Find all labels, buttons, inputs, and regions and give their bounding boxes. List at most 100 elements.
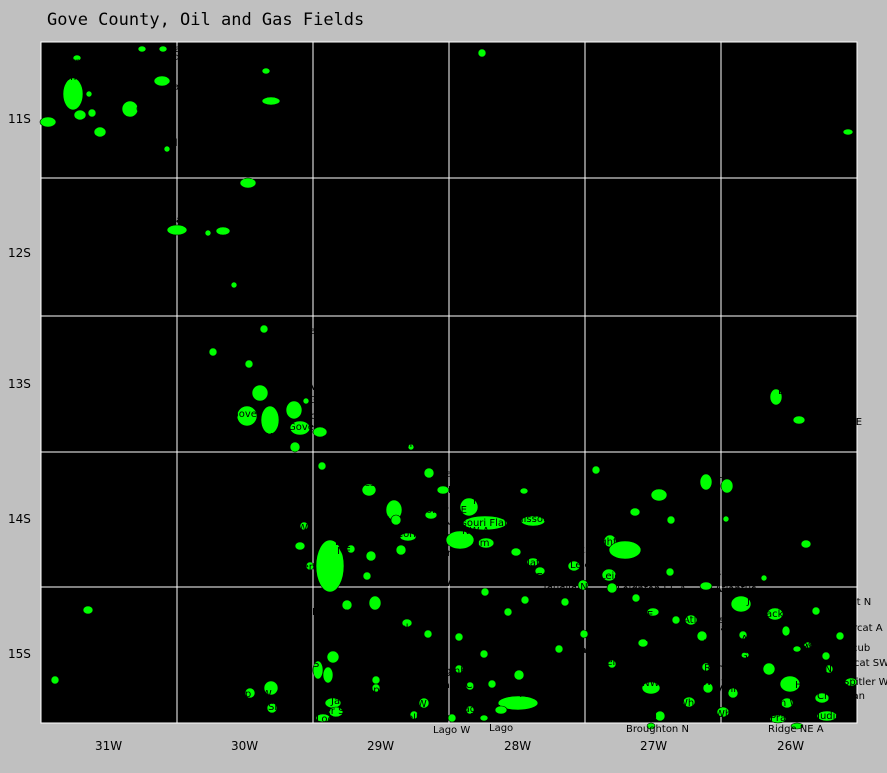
field-shape-nibla bbox=[800, 539, 812, 549]
field-shape-four-corners-w-a bbox=[362, 571, 372, 581]
field-shape-yahalla-ne bbox=[560, 597, 570, 607]
field-label-spitler-w: Spitler W bbox=[843, 677, 887, 688]
field-shape-prairie bbox=[769, 714, 787, 724]
field-shape-yahalla bbox=[554, 644, 564, 654]
field-label-nw-a: NW A bbox=[462, 526, 490, 537]
field-shape-mid-lund bbox=[341, 599, 353, 611]
field-shape-whitney-w-a bbox=[702, 682, 714, 694]
field-shape-gove-nw bbox=[251, 384, 269, 402]
field-shape-four-corners-n bbox=[399, 532, 417, 542]
township-label-12s: 12S bbox=[8, 246, 31, 260]
field-label-lundgren: Lundgren bbox=[335, 537, 382, 548]
field-shape-missouri-flats bbox=[462, 515, 508, 531]
field-shape-whitney-sw bbox=[682, 696, 696, 708]
field-shape-four-corners-a bbox=[395, 544, 407, 556]
field-shape-york-s bbox=[312, 660, 324, 680]
field-shape-whitney bbox=[727, 687, 739, 699]
field-label-gove-sw: Gove SW bbox=[231, 432, 276, 443]
field-label-zieginbalg: Zieginbalg bbox=[429, 666, 482, 677]
field-label-jasper-sw: Jasper SW bbox=[303, 706, 354, 717]
field-shape-gove bbox=[289, 420, 311, 436]
field-shape-altin-s-a bbox=[666, 515, 676, 525]
field-label-coberly-w: Coberly W bbox=[374, 490, 426, 501]
field-shape-bearcat bbox=[803, 641, 813, 649]
field-label-sutcliffe-e: Sutcliffe E bbox=[736, 483, 786, 494]
field-shape-sutcliffe bbox=[699, 473, 713, 491]
field-shape-rosa bbox=[654, 710, 666, 722]
field-label-campus-siding-e: Campus Siding E bbox=[168, 44, 252, 55]
field-label-york-s: York S bbox=[288, 659, 319, 670]
range-label-28w: 28W bbox=[504, 739, 531, 753]
field-shape-jim bbox=[480, 587, 490, 597]
field-shape-jacka-a bbox=[766, 607, 784, 621]
field-shape-leighton-w bbox=[567, 560, 581, 572]
field-label-campus-siding: Campus Siding bbox=[120, 52, 195, 63]
field-label-jasper-s: Jasper S bbox=[330, 696, 371, 707]
field-label-leighton-w: Leighton W bbox=[570, 560, 627, 571]
field-shape-penny-se bbox=[93, 126, 107, 138]
field-label-trove: Trove bbox=[815, 118, 843, 129]
field-shape-york bbox=[326, 650, 340, 664]
field-shape-horchem-w-a bbox=[780, 697, 794, 709]
field-label-broughton-n: Broughton N bbox=[626, 724, 689, 735]
field-label-beougher-ne-a: Beougher NE A bbox=[271, 326, 347, 337]
field-label-mid-lund: Mid-Lund bbox=[312, 607, 358, 618]
field-shape-lundgren bbox=[315, 539, 345, 593]
field-label-whitney-w-a: Whitney W A bbox=[702, 677, 767, 688]
field-label-penny-e: Penny E bbox=[95, 118, 135, 129]
field-shape-zieginbalg bbox=[454, 664, 464, 674]
field-shape-broughton-n bbox=[646, 722, 656, 730]
field-shape-yahalla-e-a bbox=[579, 629, 589, 639]
field-label-beougher-se: Beougher SE bbox=[255, 363, 319, 374]
field-shape-campus bbox=[62, 77, 84, 111]
field-label-judick: Judick bbox=[816, 711, 847, 722]
field-shape-zieginbalg-nw bbox=[454, 632, 464, 642]
field-shape-chapman bbox=[814, 692, 830, 704]
field-label-whitney: Whitney bbox=[717, 684, 758, 695]
field-label-castle-rock: Castle Rock bbox=[653, 546, 711, 557]
field-label-atlantus-sw: Atlantus SW bbox=[707, 623, 768, 634]
field-label-noton: Noton bbox=[768, 574, 798, 585]
field-shape-assir-w bbox=[487, 679, 497, 689]
field-shape-yahalla-n bbox=[577, 579, 589, 591]
field-shape-cleveland-creek-a bbox=[163, 145, 171, 153]
field-label-horchem-nw: Horchem NW bbox=[776, 664, 842, 675]
field-shape-altin-sw bbox=[629, 507, 641, 517]
field-shape-mabel-l-w bbox=[436, 485, 450, 495]
field-shape-grinnell-a bbox=[215, 226, 231, 236]
field-shape-castle-rock bbox=[608, 540, 642, 560]
field-shape-mabel-l-nw bbox=[423, 467, 435, 479]
field-shape-lundgren-e bbox=[365, 550, 377, 562]
field-label-yahalla-s: Yahalla S bbox=[526, 669, 572, 680]
field-label-atlantus-w: Atlantus W bbox=[683, 615, 737, 626]
field-shape-r-and-m-n bbox=[312, 426, 328, 438]
field-label-jasper-se-a: Jasper SE A bbox=[358, 685, 416, 696]
field-label-campus-siding-s: Campus Siding S bbox=[166, 82, 250, 93]
field-label-r-and-m-n: R & M N bbox=[328, 432, 368, 443]
field-shape-lundgren bbox=[305, 561, 315, 571]
field-label-altin-sw: Altin SW bbox=[645, 508, 687, 519]
field-label-garvey-ranch-se: Garvey Ranch SE bbox=[665, 663, 751, 674]
field-label-yahalla-e-a: Yahalla E A bbox=[588, 631, 644, 642]
field-label-leighton-se-a: Leighton SE A bbox=[617, 584, 686, 595]
field-label-atlantus: Atlantus bbox=[715, 584, 756, 595]
field-shape-teler-townsite bbox=[637, 638, 649, 648]
field-label-leona: Leona bbox=[152, 215, 182, 226]
field-label-lundgren-nw: Lundgren NW bbox=[240, 523, 308, 534]
field-label-beesley: Beesley bbox=[329, 461, 368, 472]
field-label-lago: Lago bbox=[489, 723, 513, 734]
field-label-missouri-flats-w: Missouri Flats W bbox=[477, 558, 558, 569]
field-label-jacka-a: Jacka A bbox=[762, 609, 799, 620]
field-label-prairie: Prairie bbox=[770, 713, 802, 724]
field-shape-nancy-a bbox=[631, 593, 641, 603]
township-label-15s: 15S bbox=[8, 647, 31, 661]
field-label-zieginbalg-n: Zieginbalg N bbox=[490, 652, 554, 663]
field-label-nancy-se: Nancy SE bbox=[606, 610, 653, 621]
field-label-campus-e: Campus E bbox=[93, 86, 143, 97]
field-label-altin-s-a: Altin S A bbox=[675, 518, 717, 529]
field-label-jasper: Jasper bbox=[334, 661, 367, 672]
field-shape-grainfield-a bbox=[477, 48, 487, 58]
field-label-zie-a: Zie A bbox=[531, 487, 557, 498]
field-shape-lahman bbox=[769, 388, 783, 406]
field-label-bearcat-n: Bearcat N bbox=[822, 597, 871, 608]
